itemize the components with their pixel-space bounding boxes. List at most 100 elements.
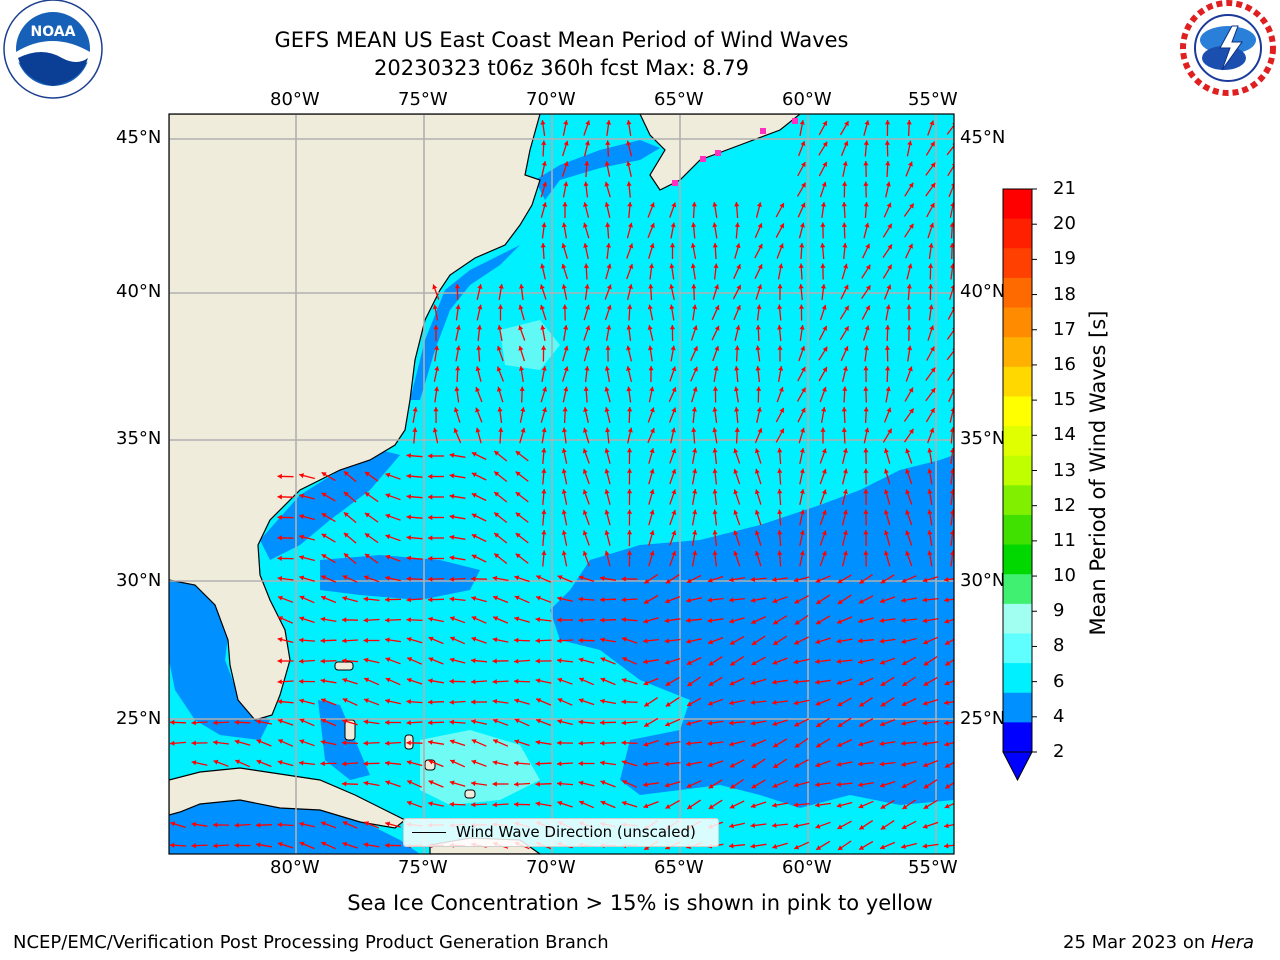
nws-logo — [1176, 0, 1280, 100]
wave-arrow-head — [945, 783, 951, 789]
wave-arrow-head — [494, 553, 500, 559]
wave-arrow-head — [884, 550, 889, 556]
wave-arrow-head — [756, 386, 762, 391]
wave-arrow-head — [842, 489, 848, 494]
wave-arrow-head — [600, 657, 606, 662]
wave-arrow-head — [671, 510, 677, 515]
wave-arrow-head — [801, 162, 806, 167]
wave-arrow-head — [299, 534, 304, 540]
wave-arrow-head — [693, 366, 698, 372]
wave-arrow-head — [536, 698, 542, 703]
wave-arrow-head — [622, 657, 628, 662]
wave-arrow-head — [557, 677, 563, 683]
wave-arrow-head — [406, 617, 411, 623]
wave-arrow-head — [884, 345, 890, 350]
wave-arrow-head — [798, 284, 804, 289]
wave-arrow-head — [363, 617, 368, 623]
wave-arrow-head — [578, 596, 583, 602]
wave-arrow-head — [514, 781, 519, 787]
wave-arrow-head — [712, 530, 718, 535]
wave-arrow-head — [600, 800, 606, 806]
wave-arrow-head — [841, 202, 847, 207]
legend-line-icon — [412, 832, 446, 833]
wave-arrow-head — [600, 760, 605, 766]
wave-arrow-head — [605, 427, 611, 433]
wave-arrow-head — [342, 596, 348, 601]
wave-arrow-head — [843, 284, 849, 290]
wave-arrow-head — [170, 719, 175, 725]
sea-ice-note-text: Sea Ice Concentration > 15% is shown in … — [347, 891, 933, 915]
wave-arrow-head — [858, 618, 863, 624]
wave-arrow-head — [585, 120, 591, 126]
wave-arrow-head — [837, 824, 843, 829]
wave-arrow-head — [621, 617, 626, 623]
wave-arrow-head — [449, 657, 455, 663]
wave-arrow-head — [944, 843, 949, 849]
wave-arrow-head — [820, 427, 826, 432]
wave-arrow-head — [321, 575, 327, 580]
wave-arrow-head — [751, 619, 757, 624]
wave-arrow-head — [449, 678, 454, 684]
wave-arrow-head — [407, 800, 412, 806]
wave-arrow-head — [930, 408, 935, 414]
wave-arrow-head — [879, 761, 885, 767]
wave-arrow-head — [756, 407, 762, 412]
wave-arrow-head — [863, 550, 869, 555]
wave-arrow-head — [907, 366, 913, 372]
low-period-region — [169, 580, 270, 740]
wave-arrow-head — [793, 823, 799, 829]
wave-arrow-head — [643, 618, 649, 624]
wave-arrow-head — [692, 468, 698, 474]
wave-arrow-head — [859, 722, 864, 727]
wave-arrow-head — [750, 803, 756, 809]
wave-arrow-head — [777, 304, 783, 310]
wave-arrow-head — [799, 489, 805, 494]
low-period-region — [410, 245, 520, 400]
wave-arrow-head — [671, 489, 677, 495]
wave-arrow-head — [714, 325, 720, 331]
wave-arrow-head — [664, 782, 670, 788]
wave-arrow-head — [627, 448, 633, 453]
wave-arrow-head — [561, 263, 567, 269]
wave-arrow-head — [951, 306, 954, 310]
wave-arrow-head — [669, 243, 676, 248]
wave-arrow-head — [471, 679, 476, 685]
wave-arrow-head — [626, 345, 632, 351]
wave-arrow-head — [949, 489, 954, 494]
wave-arrow-head — [471, 739, 477, 744]
wave-arrow-head — [582, 469, 588, 474]
wave-arrow-head — [863, 530, 869, 535]
wave-arrow-head — [757, 428, 763, 433]
wave-arrow-head — [843, 141, 849, 146]
wave-arrow-head — [407, 657, 413, 662]
wave-arrow-head — [686, 740, 691, 746]
wave-arrow-head — [471, 658, 476, 664]
wave-arrow-head — [908, 223, 914, 229]
wave-arrow-head — [713, 263, 719, 269]
wave-arrow-head — [600, 597, 605, 603]
wave-arrow-head — [643, 680, 649, 686]
wave-arrow-head — [884, 489, 889, 495]
wave-arrow-head — [561, 243, 567, 249]
wave-arrow-head — [779, 223, 784, 229]
wave-arrow-head — [712, 448, 718, 453]
wave-arrow-head — [342, 841, 348, 847]
lat-label-right: 40°N — [960, 281, 1006, 302]
wave-arrow-head — [234, 822, 239, 828]
wave-arrow-head — [885, 366, 891, 371]
wave-arrow-head — [754, 489, 760, 495]
wave-arrow-head — [514, 760, 519, 766]
wave-arrow-head — [949, 550, 954, 555]
wave-arrow-head — [686, 660, 692, 665]
wave-arrow-head — [901, 740, 906, 746]
wave-arrow-head — [649, 509, 655, 515]
wave-arrow-head — [535, 617, 541, 623]
wave-arrow-head — [885, 120, 891, 125]
wave-arrow-head — [801, 182, 806, 188]
wave-arrow-head — [671, 202, 677, 208]
wave-arrow-head — [773, 640, 779, 645]
wave-arrow-head — [714, 346, 720, 351]
wave-arrow-head — [606, 263, 612, 269]
wave-arrow-head — [815, 701, 821, 706]
wave-arrow-head — [650, 428, 655, 434]
